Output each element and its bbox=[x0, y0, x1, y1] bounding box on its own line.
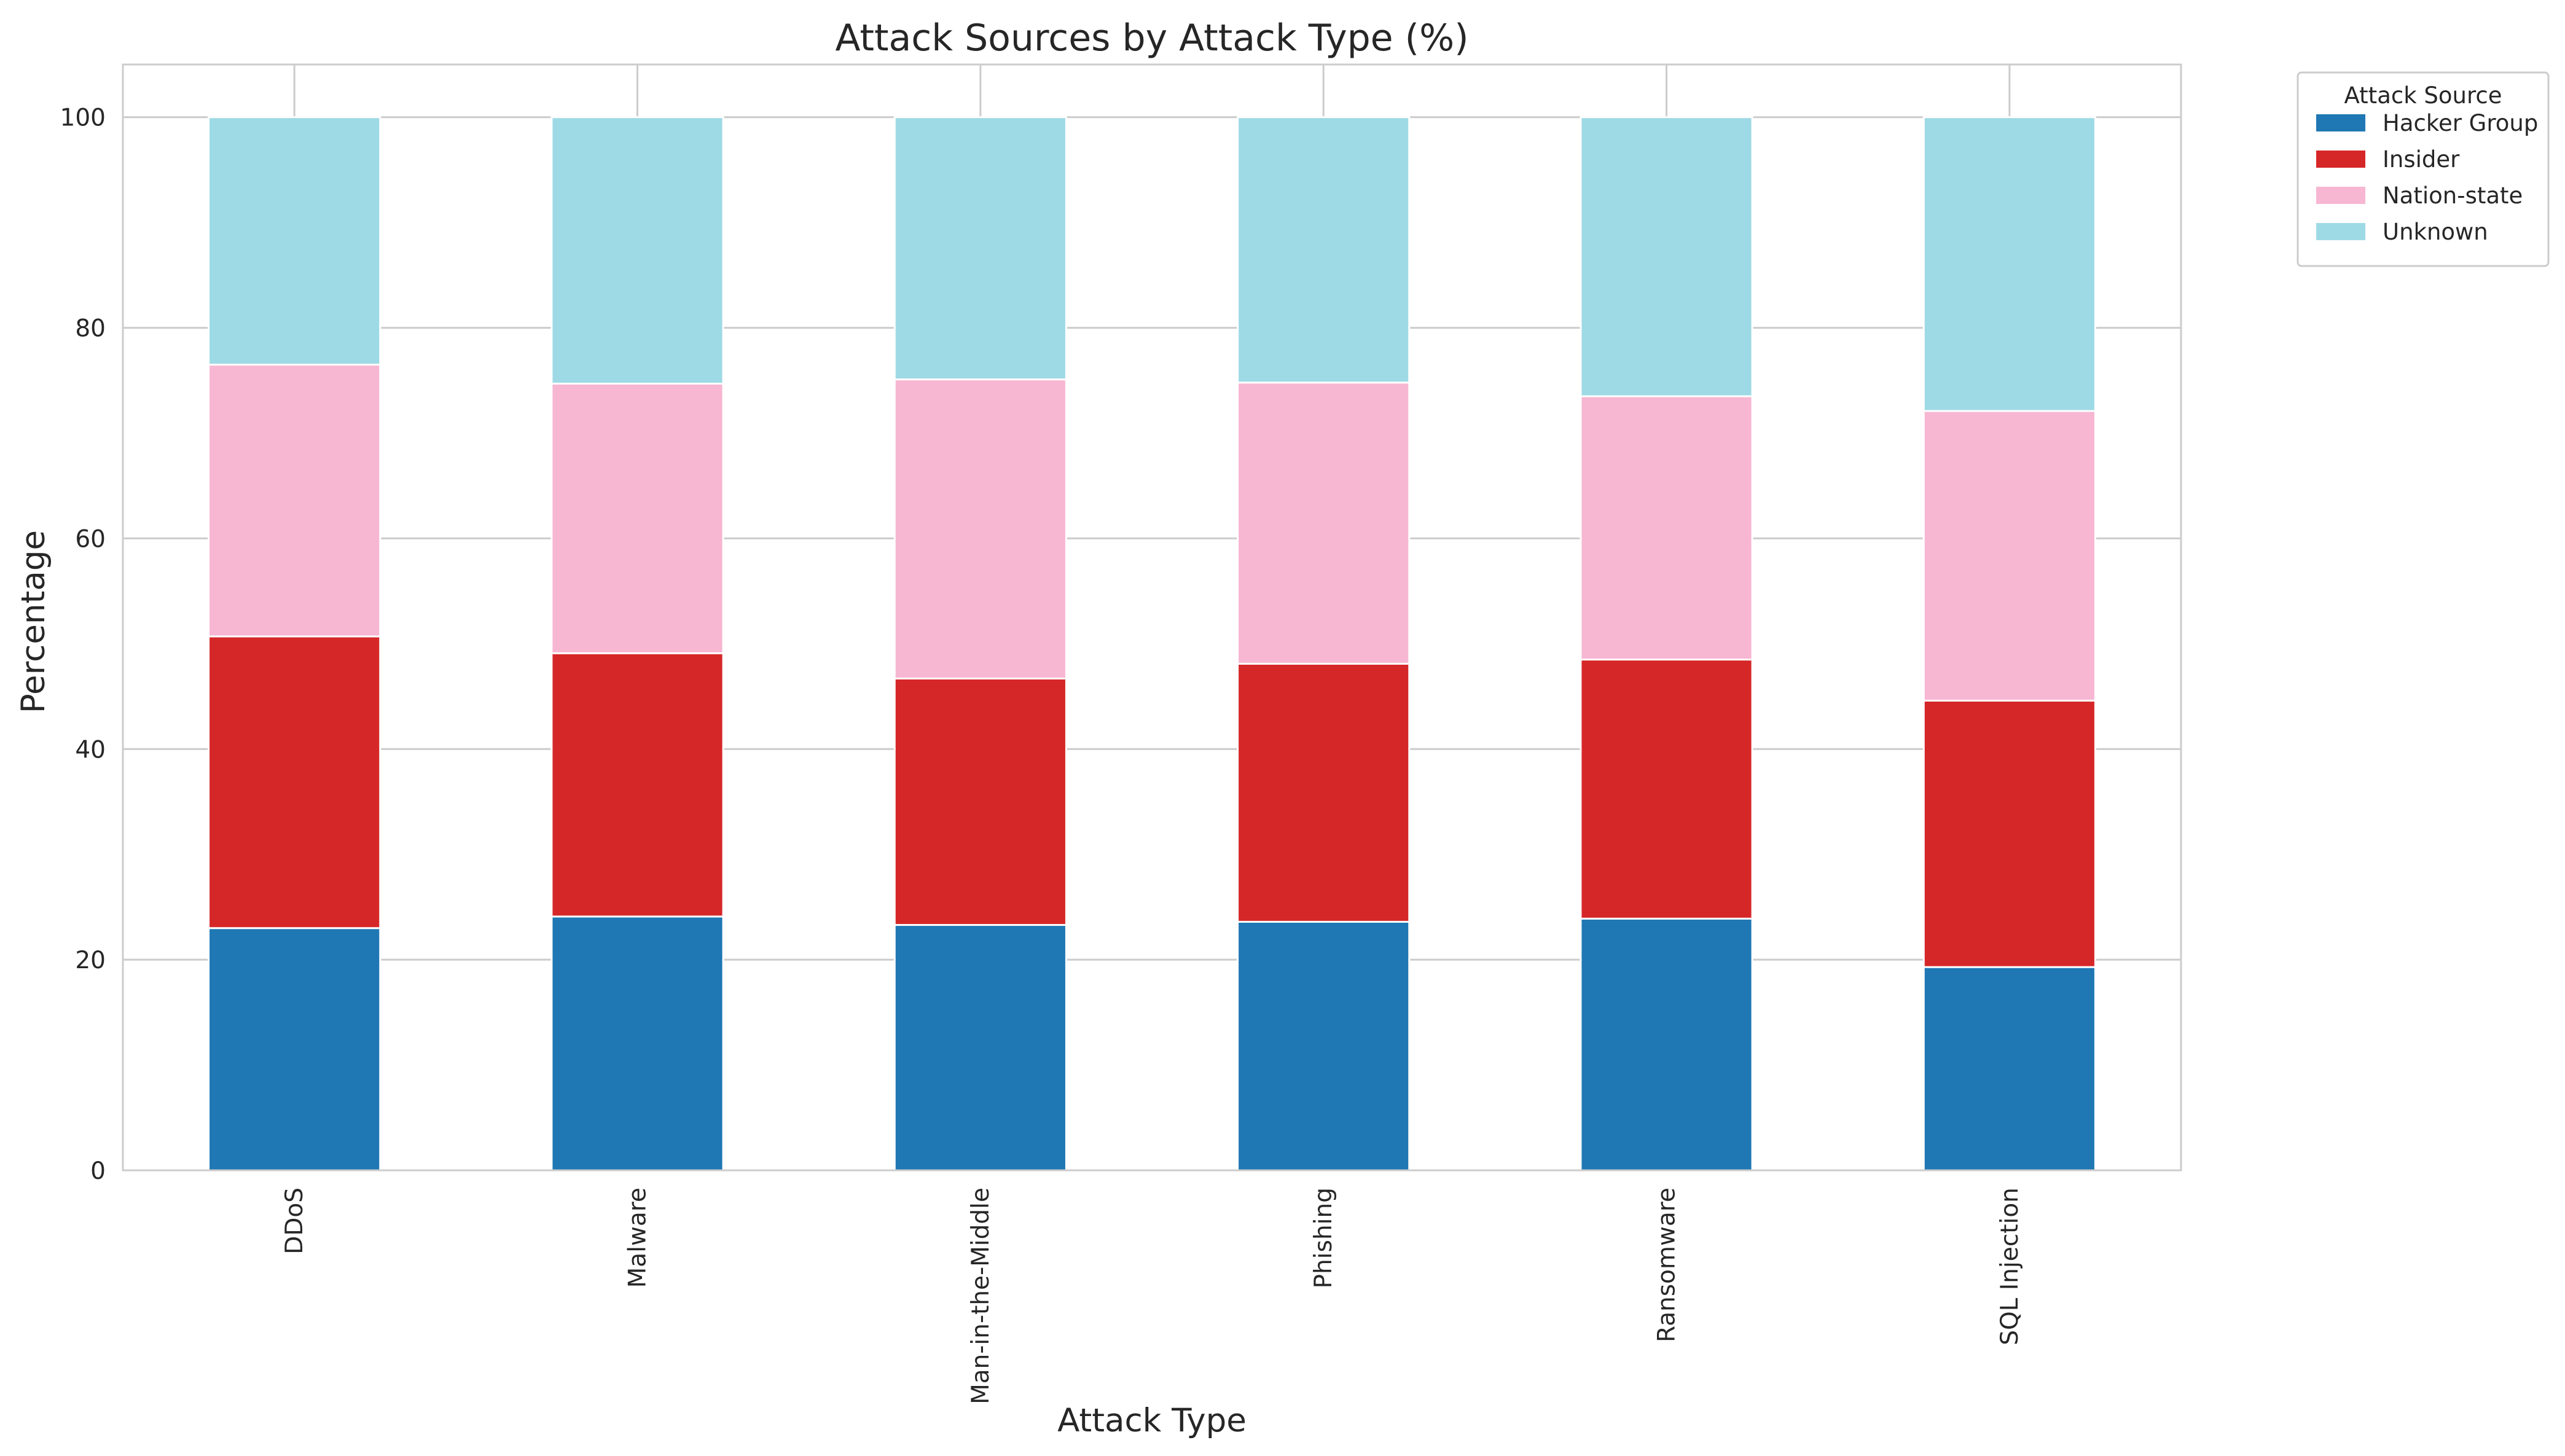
bar-segment bbox=[1580, 116, 1753, 397]
bar-segment bbox=[1237, 116, 1411, 384]
bar-segment bbox=[1580, 659, 1753, 920]
x-tick-label: Malware bbox=[624, 1188, 652, 1288]
bar-segment bbox=[208, 364, 382, 638]
legend-swatch bbox=[2316, 151, 2365, 168]
legend-label: Hacker Group bbox=[2383, 110, 2538, 136]
y-tick-label: 60 bbox=[75, 525, 106, 553]
x-tick-label: DDoS bbox=[281, 1188, 308, 1254]
x-axis-label: Attack Type bbox=[1057, 1402, 1247, 1439]
plot-frame bbox=[122, 63, 2182, 1172]
bar-segment bbox=[1922, 966, 2096, 1172]
legend-label: Nation-state bbox=[2383, 182, 2523, 209]
bar-segment bbox=[550, 915, 724, 1172]
x-tick-label: SQL Injection bbox=[1996, 1188, 2024, 1345]
bar-segment bbox=[893, 116, 1067, 381]
bar-segment bbox=[1237, 662, 1411, 923]
bars bbox=[208, 116, 2096, 1172]
bar-segment bbox=[1922, 699, 2096, 968]
bar-segment bbox=[1580, 395, 1753, 661]
y-tick-label: 20 bbox=[75, 947, 106, 974]
x-tick-labels: DDoS Malware Man-in-the-Middle Phishing Rans… bbox=[281, 1188, 2024, 1404]
bar-segment bbox=[208, 927, 382, 1172]
bar-segment bbox=[1237, 382, 1411, 665]
bar-segment bbox=[208, 116, 382, 366]
legend-title: Attack Source bbox=[2344, 82, 2502, 109]
legend-swatch bbox=[2316, 187, 2365, 204]
bar-segment bbox=[1922, 116, 2096, 412]
legend-items: Hacker Group Insider Nation-state Unknown bbox=[2316, 110, 2538, 245]
y-tick-label: 80 bbox=[75, 315, 106, 343]
bar-segment bbox=[550, 382, 724, 654]
bar-segment bbox=[550, 116, 724, 385]
bar-segment bbox=[893, 378, 1067, 679]
plot-background bbox=[123, 65, 2181, 1170]
chart-title: Attack Sources by Attack Type (%) bbox=[835, 17, 1468, 60]
legend: Attack Source Hacker Group Insider Nation-… bbox=[2297, 71, 2550, 267]
y-tick-labels: 0 20 40 60 80 100 bbox=[60, 104, 106, 1185]
bar-segment bbox=[893, 924, 1067, 1172]
bar-segment bbox=[1237, 920, 1411, 1172]
legend-label: Unknown bbox=[2383, 219, 2488, 245]
bar-segment bbox=[550, 652, 724, 918]
legend-swatch bbox=[2316, 114, 2365, 131]
legend-swatch bbox=[2316, 223, 2365, 240]
x-tick-label: Phishing bbox=[1310, 1188, 1337, 1288]
x-tick-label: Ransomware bbox=[1653, 1188, 1681, 1342]
plot-area: 0 20 40 60 80 100 DDoS Malware Man-in-the-Middl… bbox=[60, 63, 2182, 1404]
legend-label: Insider bbox=[2383, 146, 2460, 173]
x-tick-label: Man-in-the-Middle bbox=[967, 1188, 995, 1404]
bar-segment bbox=[1922, 410, 2096, 702]
bar-segment bbox=[893, 677, 1067, 926]
y-tick-label: 0 bbox=[90, 1157, 106, 1185]
y-axis-label: Percentage bbox=[15, 530, 52, 713]
y-tick-label: 40 bbox=[75, 736, 106, 764]
bar-segment bbox=[1580, 917, 1753, 1172]
y-tick-label: 100 bbox=[60, 104, 106, 132]
bar-segment bbox=[208, 635, 382, 930]
